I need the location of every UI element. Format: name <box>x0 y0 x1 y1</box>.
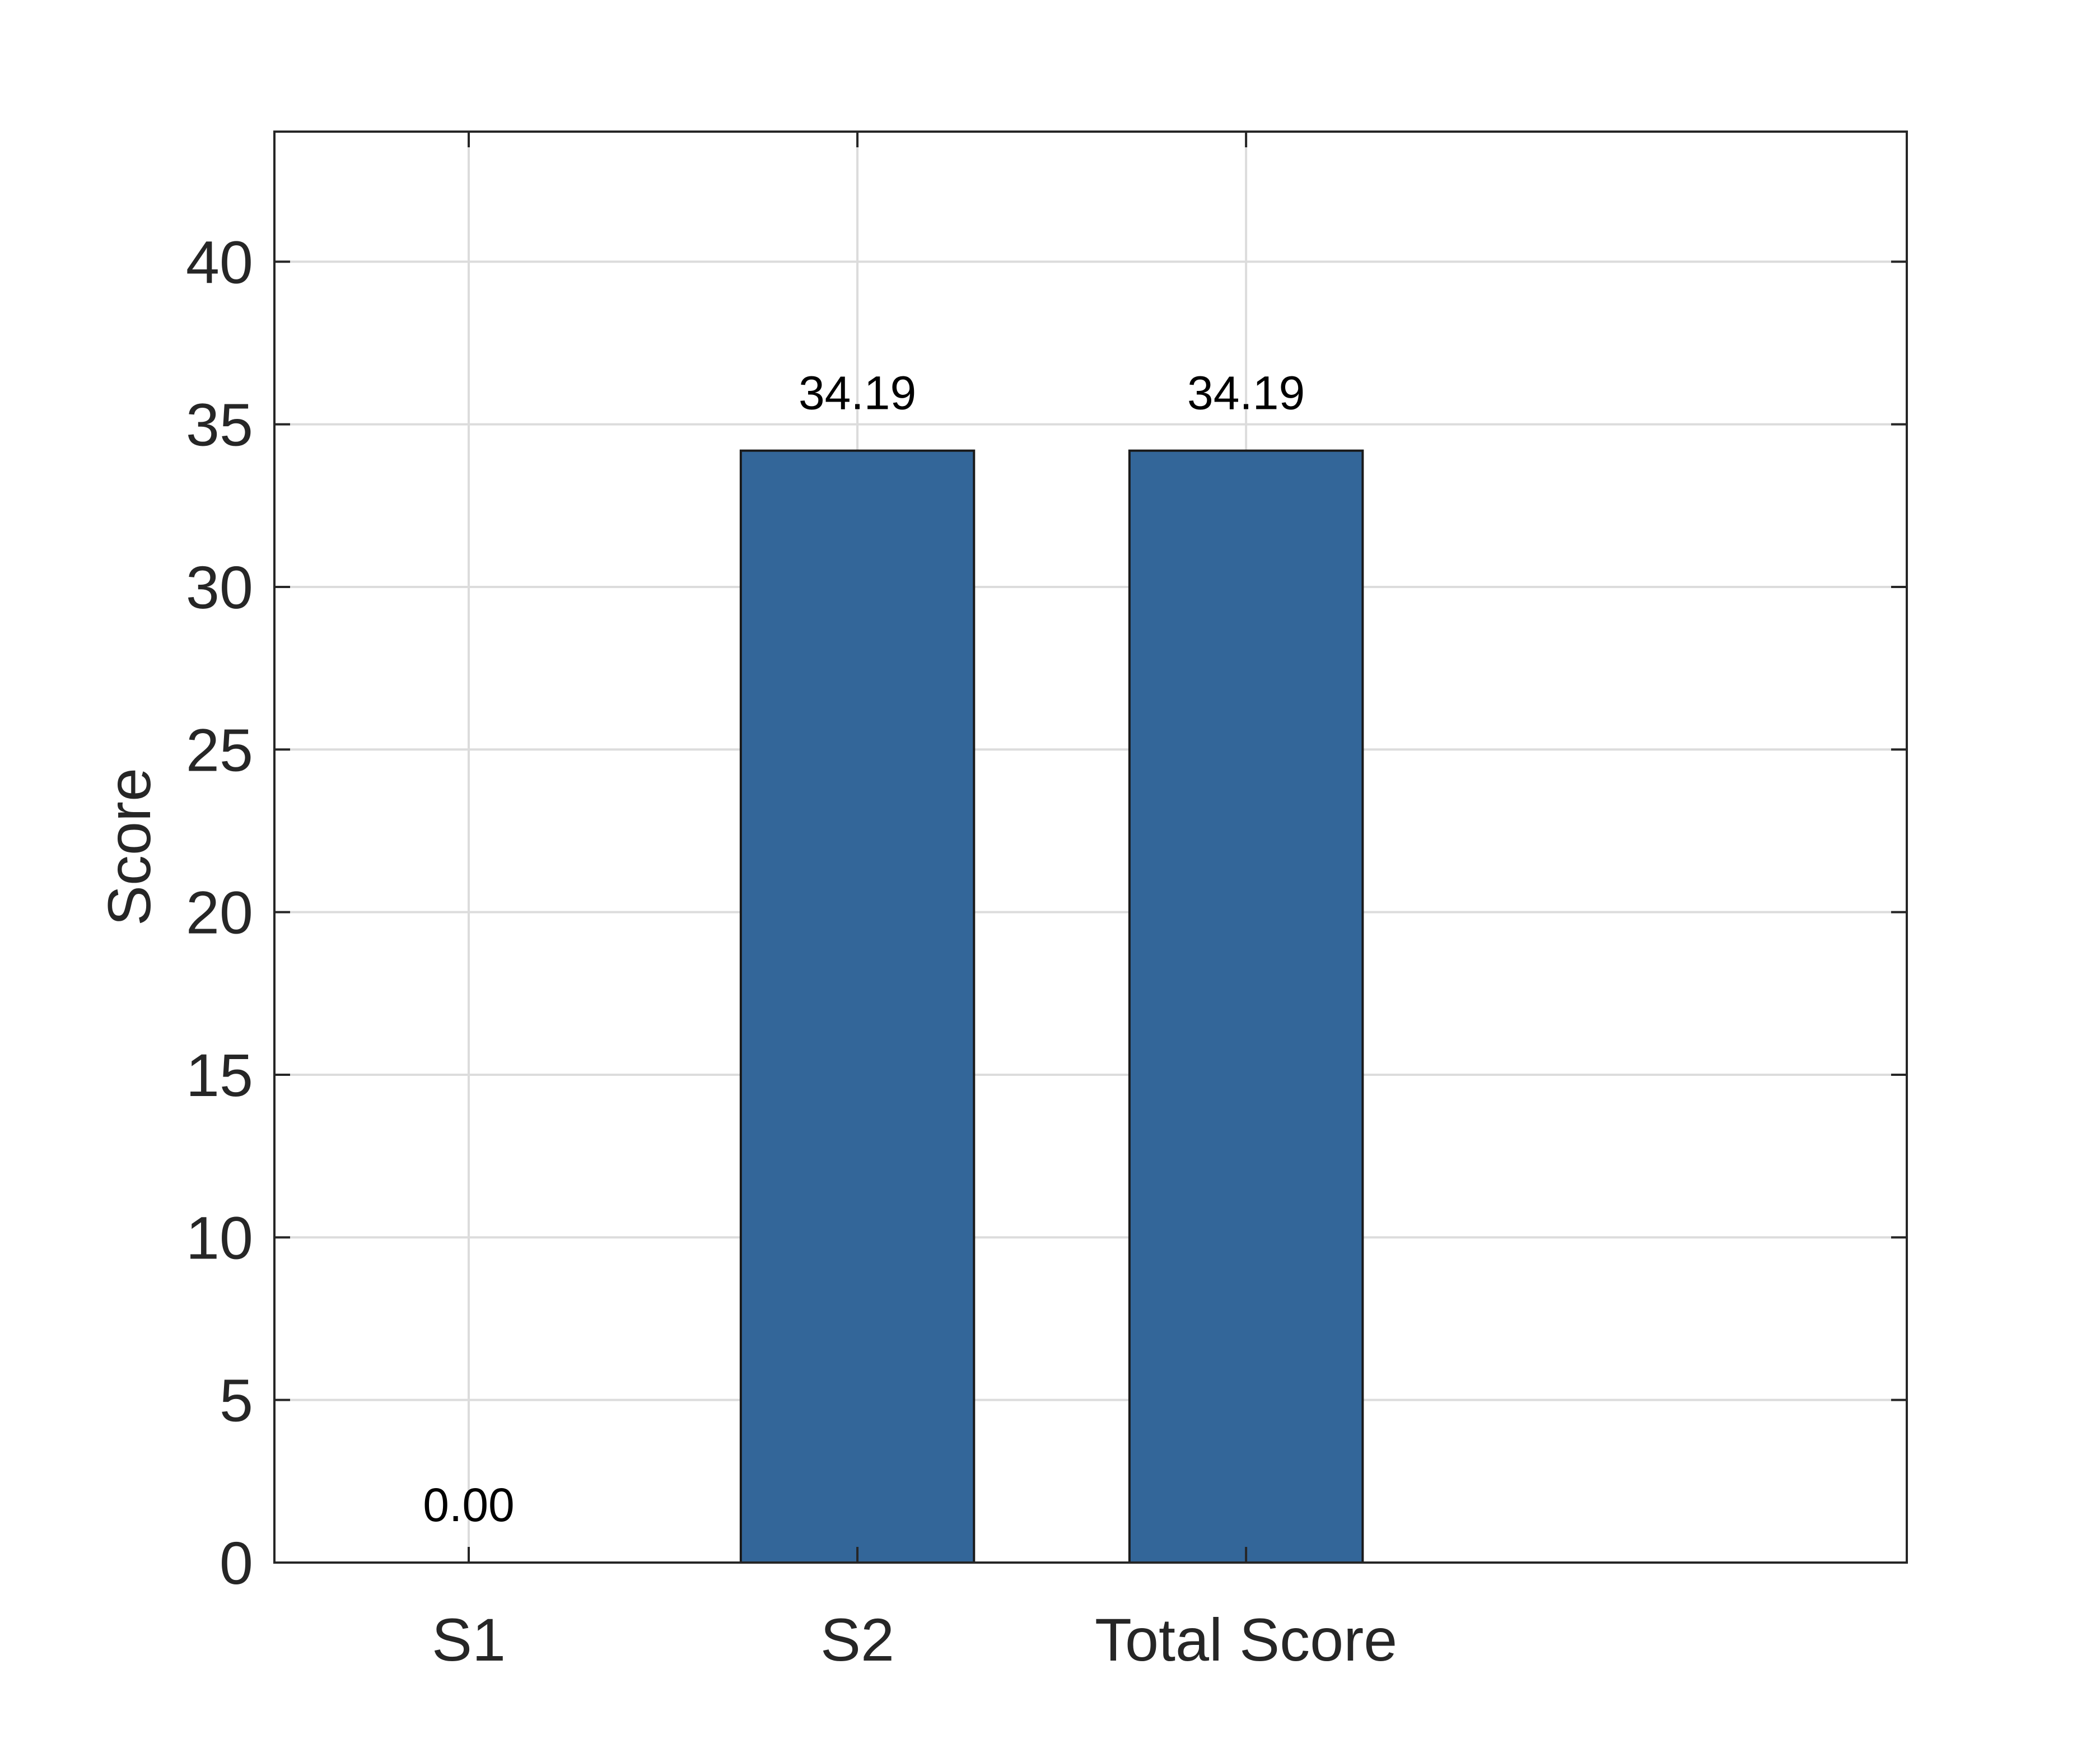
data-label: 0.00 <box>423 1479 515 1531</box>
tick-layer <box>274 132 1907 1564</box>
y-tick-label: 10 <box>186 1204 253 1271</box>
x-tick-label: S1 <box>432 1606 506 1673</box>
y-tick-label: 15 <box>186 1041 253 1109</box>
y-tick-label: 30 <box>186 553 253 621</box>
y-tick-label: 35 <box>186 391 253 459</box>
data-label: 34.19 <box>1187 367 1305 419</box>
y-tick-label: 25 <box>186 716 253 784</box>
data-label: 34.19 <box>799 367 916 419</box>
x-tick-label: Total Score <box>1095 1606 1397 1673</box>
axes-box <box>273 130 1908 1564</box>
bar-s2 <box>739 449 976 1564</box>
y-axis-label: Score <box>95 768 163 926</box>
y-tick-label: 0 <box>220 1529 253 1597</box>
y-tick-label: 20 <box>186 879 253 947</box>
y-tick-label: 40 <box>186 228 253 296</box>
bar-total-score <box>1128 449 1364 1564</box>
bar-layer <box>739 449 1364 1564</box>
label-layer: 0 5 10 15 20 25 30 35 40 0.00 S1 34.19 S2 34.19 Total … <box>186 228 1397 1673</box>
plot-area <box>274 132 1907 1563</box>
y-tick-label: 5 <box>220 1367 253 1434</box>
x-tick-label: S2 <box>820 1606 894 1673</box>
